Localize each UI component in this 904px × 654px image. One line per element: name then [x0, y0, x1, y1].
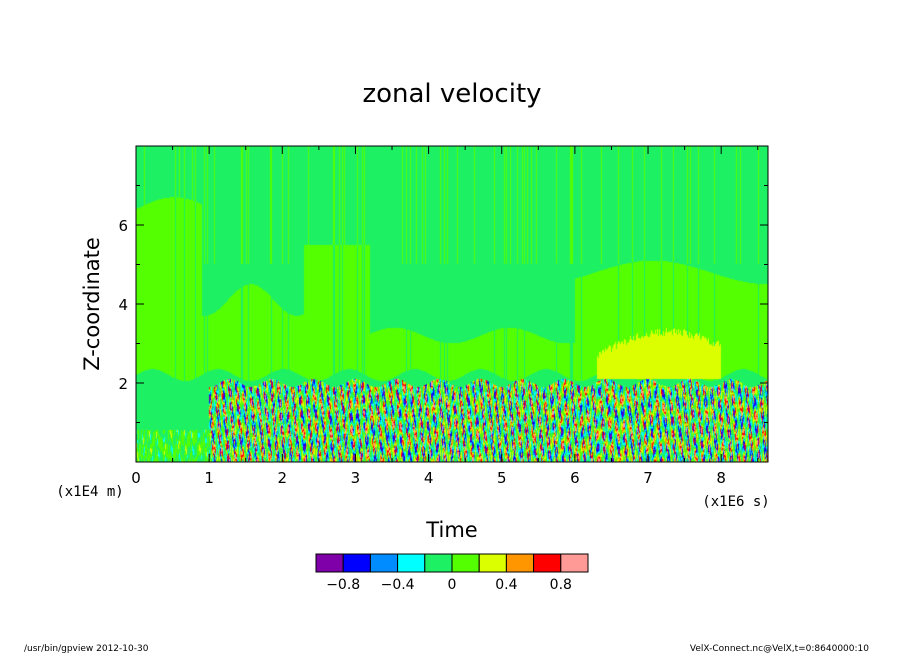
colorbar-tick-label: 0: [448, 577, 457, 593]
x-tick-label: 0: [131, 469, 141, 487]
y-tick-label: 4: [118, 296, 128, 314]
y-tick-label: 6: [118, 217, 128, 235]
colorbar-swatch: [315, 553, 344, 573]
x-tick-label: 1: [204, 469, 214, 487]
heatmap-field: [136, 146, 768, 462]
footer-right: VelX-Connect.nc@VelX,t=0:8640000:10: [690, 644, 869, 654]
colorbar-swatch: [369, 553, 399, 573]
colorbar: −0.8 −0.4 0 0.4 0.8: [315, 553, 589, 593]
colorbar-tick-label: 0.4: [495, 577, 517, 593]
colorbar-tick-label: 0.8: [550, 577, 572, 593]
x-tick-label: 3: [351, 469, 361, 487]
colorbar-tick-label: −0.4: [381, 577, 415, 593]
colorbar-swatch: [342, 553, 371, 573]
x-axis-label: Time: [425, 518, 477, 542]
x-tick-label: 8: [716, 469, 726, 487]
colorbar-swatch: [505, 553, 535, 573]
x-axis-ticks: 0 1 2 3 4 5 6 7 8: [131, 146, 759, 487]
x-tick-label: 7: [643, 469, 653, 487]
y-tick-label: 2: [118, 375, 128, 393]
colorbar-swatch: [478, 553, 507, 573]
colorbar-swatch: [451, 553, 480, 573]
x-axis-units: (x1E6 s): [702, 494, 769, 510]
footer-left: /usr/bin/gpview 2012-10-30: [24, 644, 149, 654]
x-tick-label: 2: [278, 469, 288, 487]
colorbar-swatch: [397, 553, 426, 573]
x-tick-label: 4: [424, 469, 434, 487]
y-axis-ticks: 2 4 6: [118, 185, 768, 423]
colorbar-swatch: [560, 553, 589, 573]
colorbar-tick-label: −0.8: [326, 577, 360, 593]
y-axis-units: (x1E4 m): [56, 484, 123, 500]
x-tick-label: 5: [497, 469, 507, 487]
colorbar-swatch: [424, 553, 453, 573]
y-axis-label: Z-coordinate: [80, 237, 104, 371]
chart-title: zonal velocity: [362, 79, 541, 109]
colorbar-swatch: [533, 553, 562, 573]
heatmap-image: [136, 146, 768, 462]
x-tick-label: 6: [570, 469, 580, 487]
